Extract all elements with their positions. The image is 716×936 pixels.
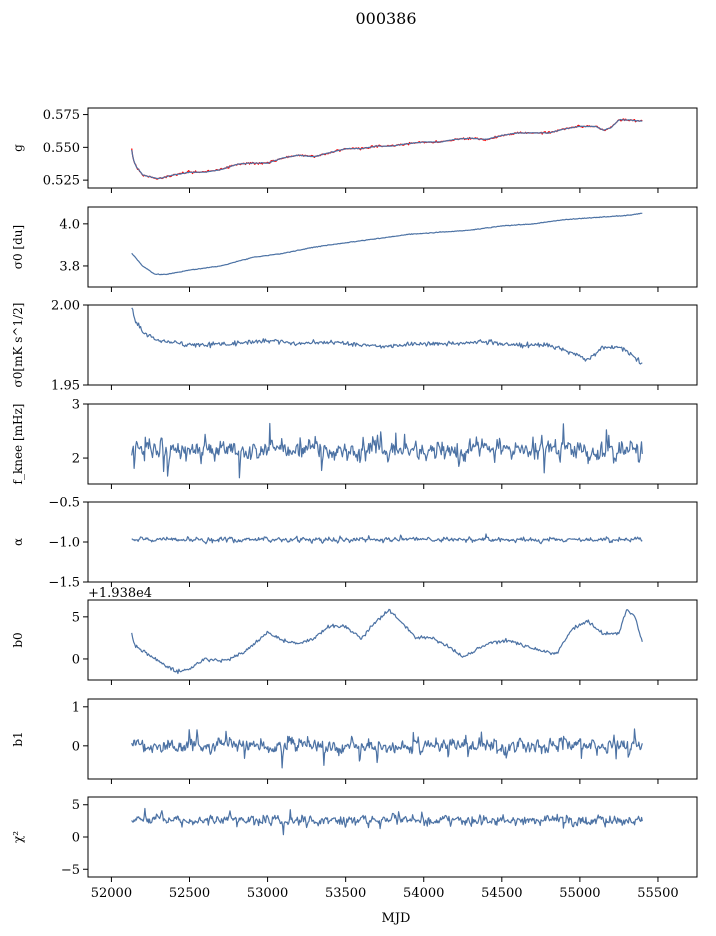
x-tick-label: 52500 (169, 886, 210, 901)
panel-7-frame (87, 698, 698, 780)
panel-8-ytick-label: 5 (72, 798, 80, 813)
panel-2-ylabel: σ0 [du] (11, 225, 25, 269)
panel-6-offset-label: +1.938e4 (88, 586, 152, 601)
panel-1: 0.525 0.550 0.575 g (11, 107, 698, 193)
panel-5-ytick-label: −0.5 (48, 496, 80, 511)
panel-4-series-1-line (131, 422, 643, 479)
x-tick-label: 55500 (637, 886, 678, 901)
panel-8-series-1-line (131, 807, 643, 836)
panel-5-ylabel: α (11, 538, 25, 546)
panel-7-ylabel: b1 (11, 731, 25, 746)
panel-5-frame (87, 501, 698, 583)
panel-5: −1.5 −1.0 −0.5 α (11, 496, 698, 591)
panel-5-series-1-line (131, 533, 643, 545)
panel-3-ylabel: σ0[mK s^1/2] (11, 303, 25, 388)
panel-2-frame (87, 206, 698, 288)
x-tick-label: 53500 (325, 886, 366, 901)
panel-1-ytick-label: 0.575 (43, 108, 80, 123)
panel-1-frame (87, 107, 698, 189)
figure-title: 000386 (355, 9, 416, 28)
panel-8-ytick-label: −5 (61, 863, 80, 878)
panel-3-frame (87, 304, 698, 386)
panel-4-ytick-label: 2 (72, 452, 80, 467)
panel-5-ytick-label: −1.0 (48, 536, 80, 551)
panel-7: 0 1 b1 (11, 698, 698, 784)
panel-4: 2 3 f_knee [mHz] (11, 398, 698, 489)
panel-8-ytick-label: 0 (72, 831, 80, 846)
x-tick-label: 54500 (481, 886, 522, 901)
panel-2: 3.8 4.0 σ0 [du] (11, 206, 698, 292)
x-axis-label: MJD (382, 911, 411, 926)
chart-panels: 0.525 0.550 0.575 g 3.8 4.0 σ0 [du] 1.95 2.00 σ0[… (11, 107, 698, 901)
x-tick-label: 55000 (559, 886, 600, 901)
panel-6-series-1-line (131, 608, 643, 675)
panel-1-ylabel: g (11, 144, 25, 152)
panel-6-ytick-label: 5 (72, 610, 80, 625)
panel-6-ytick-label: 0 (72, 652, 80, 667)
panel-3-ytick-label: 1.95 (51, 379, 80, 394)
panel-8-ylabel: χ² (11, 831, 25, 843)
panel-7-ytick-label: 0 (72, 739, 80, 754)
panel-5-ytick-label: −1.5 (48, 576, 80, 591)
x-tick-label: 53000 (247, 886, 288, 901)
x-tick-label: 54000 (403, 886, 444, 901)
panel-8: −5 0 5 52000 52500 53000 53500 54000 54500 55000 5… (11, 796, 698, 901)
panel-2-ytick-label: 3.8 (59, 259, 80, 274)
panel-1-ytick-label: 0.550 (43, 141, 80, 156)
panel-4-ylabel: f_knee [mHz] (11, 404, 25, 485)
panel-1-series-1-line (131, 118, 643, 180)
x-tick-label: 52000 (91, 886, 132, 901)
panel-7-series-1-line (131, 728, 643, 769)
panel-6-ylabel: b0 (11, 632, 25, 647)
panel-2-series-1-line (131, 212, 643, 276)
panel-4-ytick-label: 3 (72, 398, 80, 413)
panel-4-frame (87, 403, 698, 485)
panel-8-frame (87, 796, 698, 878)
panel-3: 1.95 2.00 σ0[mK s^1/2] (11, 299, 698, 394)
panel-1-ytick-label: 0.525 (43, 174, 80, 189)
panel-7-ytick-label: 1 (72, 700, 80, 715)
panel-1-series-2-line (131, 118, 643, 180)
panel-3-series-1-line (131, 307, 643, 365)
panel-2-ytick-label: 4.0 (59, 217, 80, 232)
panel-6: 0 5 b0 +1.938e4 (11, 586, 698, 685)
panel-3-ytick-label: 2.00 (51, 299, 80, 314)
panel-6-frame (87, 599, 698, 681)
